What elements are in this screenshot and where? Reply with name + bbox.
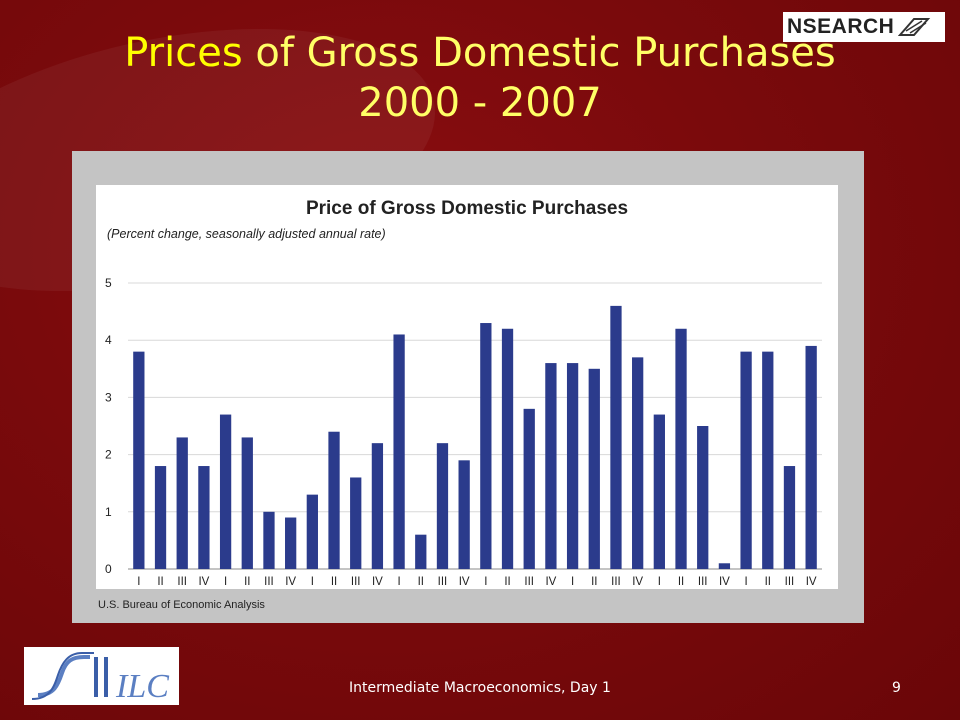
bar	[393, 334, 405, 569]
bar	[783, 466, 796, 569]
bar	[415, 534, 427, 569]
title-accent: Prices	[124, 30, 243, 76]
bar	[675, 328, 687, 569]
bar	[545, 363, 557, 569]
bar	[263, 511, 275, 569]
chart-panel: Price of Gross Domestic Purchases (Perce…	[72, 151, 864, 623]
bar	[176, 437, 188, 569]
x-tick-label: III	[177, 576, 187, 588]
y-tick-label: 4	[105, 333, 112, 347]
x-tick-label: I	[744, 576, 747, 588]
x-tick-label: I	[224, 576, 227, 588]
silc-logo-graphic: ILC	[31, 652, 169, 705]
y-tick-label: 5	[105, 276, 112, 290]
slide-title: Prices of Gross Domestic Purchases 2000 …	[0, 28, 960, 128]
bar	[566, 363, 579, 569]
y-tick-label: 2	[105, 448, 112, 462]
bar	[632, 357, 644, 569]
bar	[328, 431, 340, 569]
svg-text:ILC: ILC	[115, 668, 169, 705]
x-tick-label: II	[244, 576, 250, 588]
x-tick-label: I	[658, 576, 661, 588]
title-rest: of Gross Domestic Purchases	[242, 30, 836, 76]
bar	[480, 323, 492, 569]
x-tick-label: II	[331, 576, 337, 588]
x-tick-label: IV	[545, 576, 556, 588]
bar	[523, 408, 535, 569]
x-tick-label: IV	[198, 576, 209, 588]
y-tick-label: 3	[105, 390, 112, 404]
insearch-emblem-icon	[898, 18, 931, 36]
x-tick-label: II	[765, 576, 771, 588]
bar	[371, 443, 384, 569]
bar-chart: Price of Gross Domestic Purchases (Perce…	[105, 198, 822, 604]
footer-text: Intermediate Macroeconomics, Day 1	[349, 680, 611, 696]
bar	[610, 305, 622, 569]
x-tick-label: III	[698, 576, 708, 588]
x-tick-label: II	[418, 576, 424, 588]
x-tick-label: I	[397, 576, 400, 588]
x-tick-label: IV	[719, 576, 730, 588]
y-tick-label: 0	[105, 562, 112, 576]
bar	[762, 351, 774, 569]
x-tick-label: III	[524, 576, 534, 588]
x-tick-label: II	[157, 576, 163, 588]
x-tick-label: I	[137, 576, 140, 588]
bar	[219, 414, 232, 569]
insearch-logo: NSEARCH	[783, 12, 945, 42]
bar	[133, 351, 145, 569]
bar	[436, 443, 449, 569]
bar	[653, 414, 665, 569]
chart-card: Price of Gross Domestic Purchases (Perce…	[96, 185, 838, 604]
bar	[306, 494, 318, 569]
x-tick-label: I	[311, 576, 314, 588]
x-tick-label: II	[504, 576, 510, 588]
x-tick-label: IV	[632, 576, 643, 588]
bar	[241, 437, 253, 569]
bar	[198, 466, 210, 569]
bar	[588, 368, 600, 569]
x-tick-label: I	[571, 576, 574, 588]
chart-subtitle: (Percent change, seasonally adjusted ann…	[107, 227, 386, 241]
bar	[154, 466, 167, 569]
x-tick-label: IV	[372, 576, 383, 588]
x-tick-label: IV	[285, 576, 296, 588]
title-years: 2000 - 2007	[358, 80, 602, 126]
x-tick-label: III	[351, 576, 361, 588]
bar	[458, 460, 470, 569]
page-number: 9	[892, 680, 901, 696]
chart-source: U.S. Bureau of Economic Analysis	[98, 599, 265, 611]
bar	[350, 477, 362, 569]
x-tick-label: III	[438, 576, 448, 588]
x-tick-label: IV	[806, 576, 817, 588]
bar	[740, 351, 752, 569]
x-tick-label: III	[611, 576, 621, 588]
insearch-logo-text: NSEARCH	[787, 15, 895, 38]
silc-logo: ILC	[24, 647, 179, 705]
x-tick-label: I	[484, 576, 487, 588]
x-tick-label: II	[678, 576, 684, 588]
bar	[285, 517, 297, 569]
bar	[805, 345, 817, 569]
x-tick-label: IV	[459, 576, 470, 588]
x-tick-label: II	[591, 576, 597, 588]
chart-title: Price of Gross Domestic Purchases	[306, 198, 628, 219]
bar	[501, 328, 514, 569]
bar	[697, 426, 709, 569]
x-tick-label: III	[785, 576, 795, 588]
bar	[718, 563, 731, 569]
y-tick-label: 1	[105, 505, 112, 519]
x-tick-label: III	[264, 576, 274, 588]
